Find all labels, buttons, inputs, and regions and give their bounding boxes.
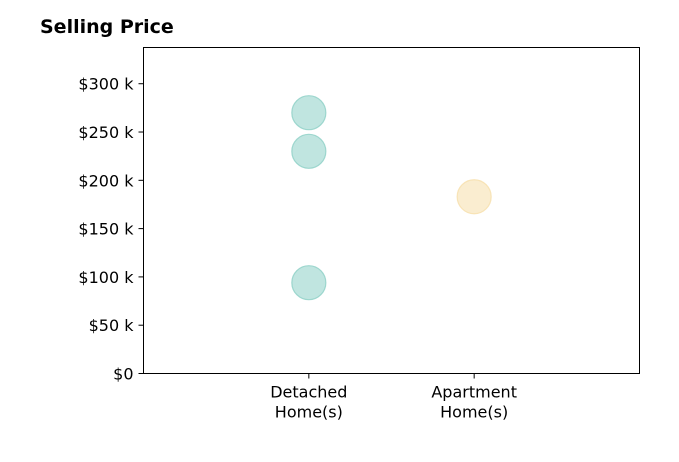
y-axis-ticks: $0 $50 k $100 k $150 k $200 k $250 k $300 k <box>78 75 144 384</box>
data-point <box>456 179 492 215</box>
data-points <box>291 95 492 301</box>
x-tick-label: Detached <box>270 383 347 402</box>
y-tick-label: $0 <box>113 365 133 384</box>
data-point <box>291 95 327 131</box>
plot-area-frame <box>143 47 640 374</box>
data-point <box>291 133 327 169</box>
y-tick-label: $250 k <box>78 123 134 142</box>
y-tick-label: $300 k <box>78 75 134 94</box>
data-point <box>291 265 327 301</box>
y-tick-label: $100 k <box>78 268 134 287</box>
y-tick-label: $50 k <box>89 316 135 335</box>
chart-title: Selling Price <box>40 16 174 38</box>
y-tick-label: $150 k <box>78 220 134 239</box>
x-tick-label: Home(s) <box>440 403 508 422</box>
x-tick-label: Apartment <box>431 383 517 402</box>
x-tick-label: Home(s) <box>275 403 343 422</box>
y-tick-label: $200 k <box>78 171 134 190</box>
